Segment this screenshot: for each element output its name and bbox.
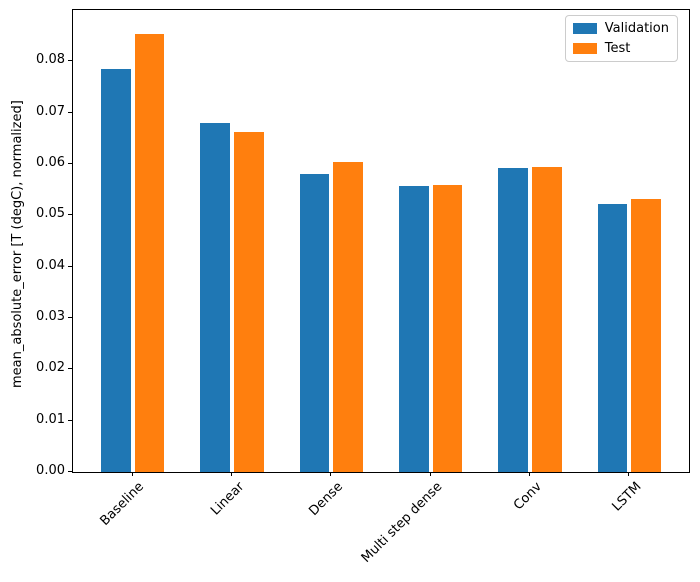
legend-label-test: Test bbox=[604, 41, 631, 56]
bar-validation-lstm bbox=[597, 204, 628, 472]
legend: Validation Test bbox=[564, 15, 678, 62]
y-tick-0.02 bbox=[68, 368, 72, 370]
y-tick-0.07 bbox=[68, 111, 72, 113]
x-tick-dense bbox=[330, 472, 332, 476]
x-tick-linear bbox=[230, 472, 232, 476]
y-axis-label: mean_absolute_error [T (degC), normalize… bbox=[10, 100, 25, 388]
x-tick-label-lstm: LSTM bbox=[609, 479, 645, 515]
x-tick-label-multi-step-dense: Multi step dense bbox=[359, 479, 446, 566]
y-tick-0.03 bbox=[68, 317, 72, 318]
x-tick-label-baseline: Baseline bbox=[97, 479, 148, 529]
x-tick-label-dense: Dense bbox=[306, 479, 347, 519]
bar-test-conv bbox=[532, 166, 562, 472]
y-tick-label-0.01: 0.01 bbox=[36, 411, 65, 427]
y-tick-label-0.02: 0.02 bbox=[36, 360, 65, 376]
bar-validation-conv bbox=[498, 167, 529, 472]
legend-entry-validation: Validation bbox=[572, 21, 669, 36]
y-tick-label-0.00: 0.00 bbox=[36, 463, 65, 478]
bar-validation-linear bbox=[200, 123, 230, 472]
y-tick-0.04 bbox=[68, 265, 72, 267]
y-tick-0.06 bbox=[68, 163, 72, 164]
y-tick-label-0.04: 0.04 bbox=[36, 257, 65, 273]
y-tick-label-0.08: 0.08 bbox=[36, 52, 65, 68]
y-tick-0.01 bbox=[68, 419, 72, 421]
bar-test-lstm bbox=[631, 198, 662, 472]
legend-label-validation: Validation bbox=[604, 21, 669, 36]
x-tick-label-conv: Conv bbox=[511, 479, 545, 514]
plot-area bbox=[72, 9, 690, 473]
y-tick-label-0.05: 0.05 bbox=[36, 206, 65, 222]
validation-color-swatch bbox=[572, 23, 597, 34]
bar-test-multi-step-dense bbox=[432, 184, 463, 472]
bar-test-dense bbox=[333, 162, 364, 472]
test-color-swatch bbox=[572, 43, 597, 54]
bar-validation-multi-step-dense bbox=[398, 186, 429, 472]
y-tick-0.00 bbox=[68, 471, 72, 472]
legend-entry-test: Test bbox=[572, 41, 669, 56]
bar-test-linear bbox=[233, 131, 264, 472]
y-tick-label-0.03: 0.03 bbox=[36, 309, 65, 324]
bar-validation-dense bbox=[299, 173, 330, 472]
x-tick-lstm bbox=[628, 472, 630, 476]
y-tick-0.08 bbox=[68, 60, 72, 62]
x-tick-multi-step-dense bbox=[429, 472, 431, 476]
y-tick-label-0.07: 0.07 bbox=[36, 103, 65, 119]
x-tick-label-linear: Linear bbox=[207, 479, 247, 519]
x-tick-conv bbox=[529, 472, 531, 476]
y-tick-0.05 bbox=[68, 214, 72, 216]
x-tick-baseline bbox=[131, 472, 133, 476]
bar-validation-baseline bbox=[100, 69, 131, 472]
y-tick-label-0.06: 0.06 bbox=[36, 155, 65, 170]
bar-test-baseline bbox=[134, 33, 165, 472]
